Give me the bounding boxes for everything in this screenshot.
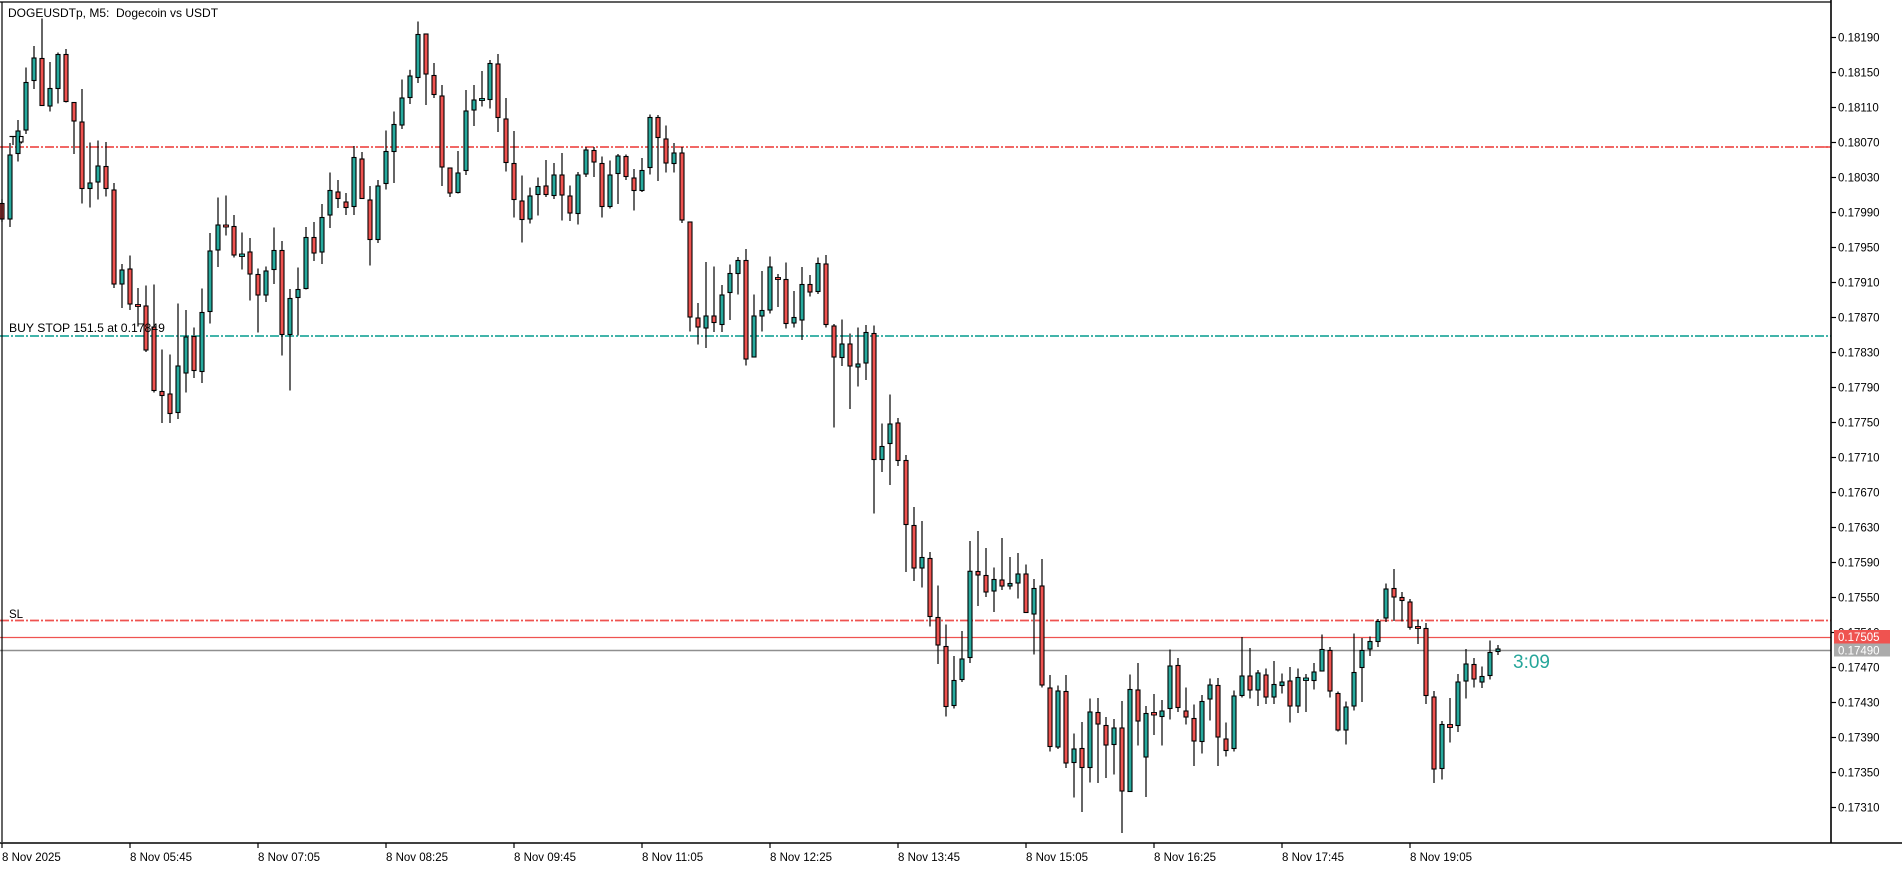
svg-text:SL: SL [9,609,24,621]
svg-text:0.17490: 0.17490 [1838,646,1880,658]
svg-text:8 Nov 11:05: 8 Nov 11:05 [642,852,703,864]
svg-text:0.17630: 0.17630 [1838,523,1880,535]
svg-text:0.17505: 0.17505 [1838,632,1880,644]
svg-text:BUY STOP 151.5 at 0.17849: BUY STOP 151.5 at 0.17849 [9,321,165,335]
svg-text:8 Nov 16:25: 8 Nov 16:25 [1154,852,1216,864]
svg-text:8 Nov 17:45: 8 Nov 17:45 [1282,852,1344,864]
svg-text:8 Nov 2025: 8 Nov 2025 [2,852,61,864]
svg-text:0.17950: 0.17950 [1838,243,1880,255]
svg-text:0.18030: 0.18030 [1838,173,1880,185]
svg-text:8 Nov 15:05: 8 Nov 15:05 [1026,852,1088,864]
svg-text:3:09: 3:09 [1513,652,1550,673]
svg-text:0.17830: 0.17830 [1838,348,1880,360]
svg-text:8 Nov 19:05: 8 Nov 19:05 [1410,852,1472,864]
svg-text:8 Nov 05:45: 8 Nov 05:45 [130,852,192,864]
svg-text:0.17790: 0.17790 [1838,383,1880,395]
svg-text:0.17550: 0.17550 [1838,593,1880,605]
svg-text:0.17470: 0.17470 [1838,663,1880,675]
svg-text:0.17310: 0.17310 [1838,803,1880,815]
svg-text:0.17910: 0.17910 [1838,278,1880,290]
svg-text:0.17670: 0.17670 [1838,488,1880,500]
svg-text:8 Nov 09:45: 8 Nov 09:45 [514,852,576,864]
svg-text:0.17710: 0.17710 [1838,453,1880,465]
svg-text:0.17870: 0.17870 [1838,313,1880,325]
svg-text:0.17430: 0.17430 [1838,698,1880,710]
svg-text:8 Nov 07:05: 8 Nov 07:05 [258,852,320,864]
svg-text:0.17990: 0.17990 [1838,208,1880,220]
svg-text:0.18190: 0.18190 [1838,33,1880,45]
svg-text:0.17590: 0.17590 [1838,558,1880,570]
svg-text:0.17390: 0.17390 [1838,733,1880,745]
svg-text:8 Nov 12:25: 8 Nov 12:25 [770,852,832,864]
svg-text:0.18070: 0.18070 [1838,138,1880,150]
svg-text:8 Nov 08:25: 8 Nov 08:25 [386,852,448,864]
svg-text:0.18150: 0.18150 [1838,68,1880,80]
svg-text:8 Nov 13:45: 8 Nov 13:45 [898,852,960,864]
svg-text:DOGEUSDTp, M5: Dogecoin vs US: DOGEUSDTp, M5: Dogecoin vs USDT [8,6,219,20]
svg-text:0.17350: 0.17350 [1838,768,1880,780]
svg-text:0.18110: 0.18110 [1838,103,1879,115]
svg-text:0.17750: 0.17750 [1838,418,1880,430]
